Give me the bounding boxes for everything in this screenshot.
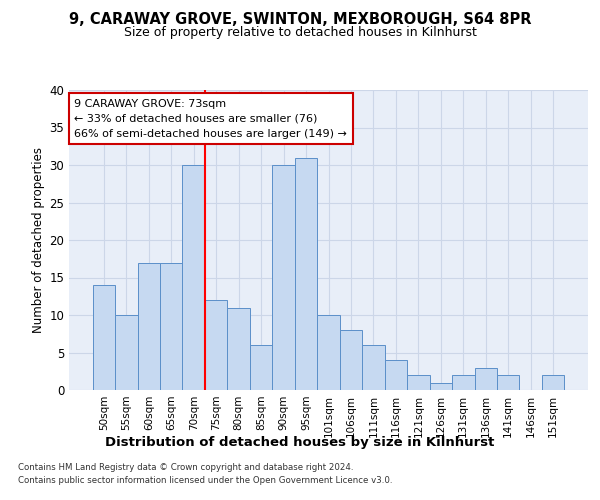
Bar — [92, 285, 115, 390]
Bar — [497, 375, 520, 390]
Bar — [452, 375, 475, 390]
Text: Distribution of detached houses by size in Kilnhurst: Distribution of detached houses by size … — [106, 436, 494, 449]
Bar — [542, 375, 565, 390]
Bar — [160, 262, 182, 390]
Bar — [272, 165, 295, 390]
Bar — [137, 262, 160, 390]
Bar — [407, 375, 430, 390]
Bar — [362, 345, 385, 390]
Bar — [295, 158, 317, 390]
Text: Size of property relative to detached houses in Kilnhurst: Size of property relative to detached ho… — [124, 26, 476, 39]
Text: Contains HM Land Registry data © Crown copyright and database right 2024.: Contains HM Land Registry data © Crown c… — [18, 464, 353, 472]
Bar — [475, 368, 497, 390]
Bar — [227, 308, 250, 390]
Text: 9, CARAWAY GROVE, SWINTON, MEXBOROUGH, S64 8PR: 9, CARAWAY GROVE, SWINTON, MEXBOROUGH, S… — [69, 12, 531, 28]
Bar — [205, 300, 227, 390]
Text: 9 CARAWAY GROVE: 73sqm
← 33% of detached houses are smaller (76)
66% of semi-det: 9 CARAWAY GROVE: 73sqm ← 33% of detached… — [74, 99, 347, 138]
Bar — [182, 165, 205, 390]
Y-axis label: Number of detached properties: Number of detached properties — [32, 147, 45, 333]
Bar — [317, 315, 340, 390]
Bar — [340, 330, 362, 390]
Text: Contains public sector information licensed under the Open Government Licence v3: Contains public sector information licen… — [18, 476, 392, 485]
Bar — [115, 315, 137, 390]
Bar — [385, 360, 407, 390]
Bar — [430, 382, 452, 390]
Bar — [250, 345, 272, 390]
